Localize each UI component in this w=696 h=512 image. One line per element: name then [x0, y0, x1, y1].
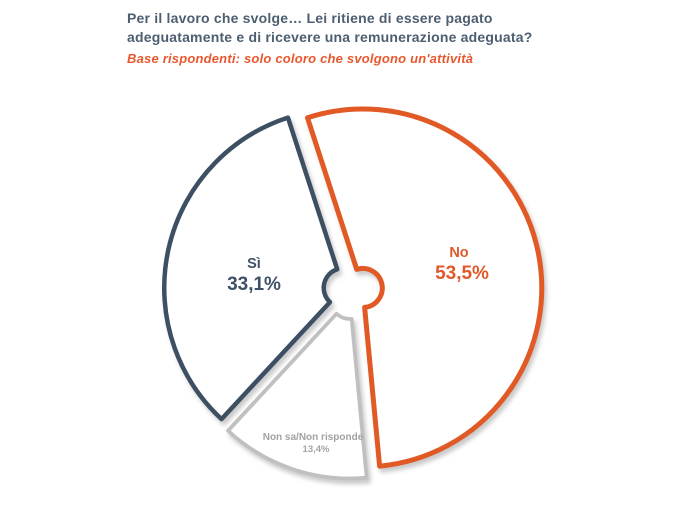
pie-slices-layer	[162, 106, 545, 481]
chart-subtitle: Base rispondenti: solo coloro che svolgo…	[127, 51, 474, 66]
pie-slice-label-si: Sì	[247, 256, 261, 272]
pie-slice-value-nonsa: 13,4%	[303, 444, 330, 455]
chart-title-line-1: Per il lavoro che svolge… Lei ritiene di…	[127, 10, 493, 26]
pie-slice-label-nonsa: Non sa/Non risponde	[263, 432, 364, 443]
chart-title-line-2: adeguatamente e di ricevere una remunera…	[127, 29, 533, 45]
chart-header: Per il lavoro che svolge… Lei ritiene di…	[127, 9, 597, 66]
pie-slice-nonsa	[226, 311, 369, 481]
pie-slice-value-no: 53,5%	[435, 263, 489, 284]
pie-slice-si	[162, 115, 340, 422]
pie-slice-no	[304, 106, 545, 469]
pie-slice-value-si: 33,1%	[227, 274, 281, 295]
pie-slice-label-no: No	[449, 245, 468, 261]
